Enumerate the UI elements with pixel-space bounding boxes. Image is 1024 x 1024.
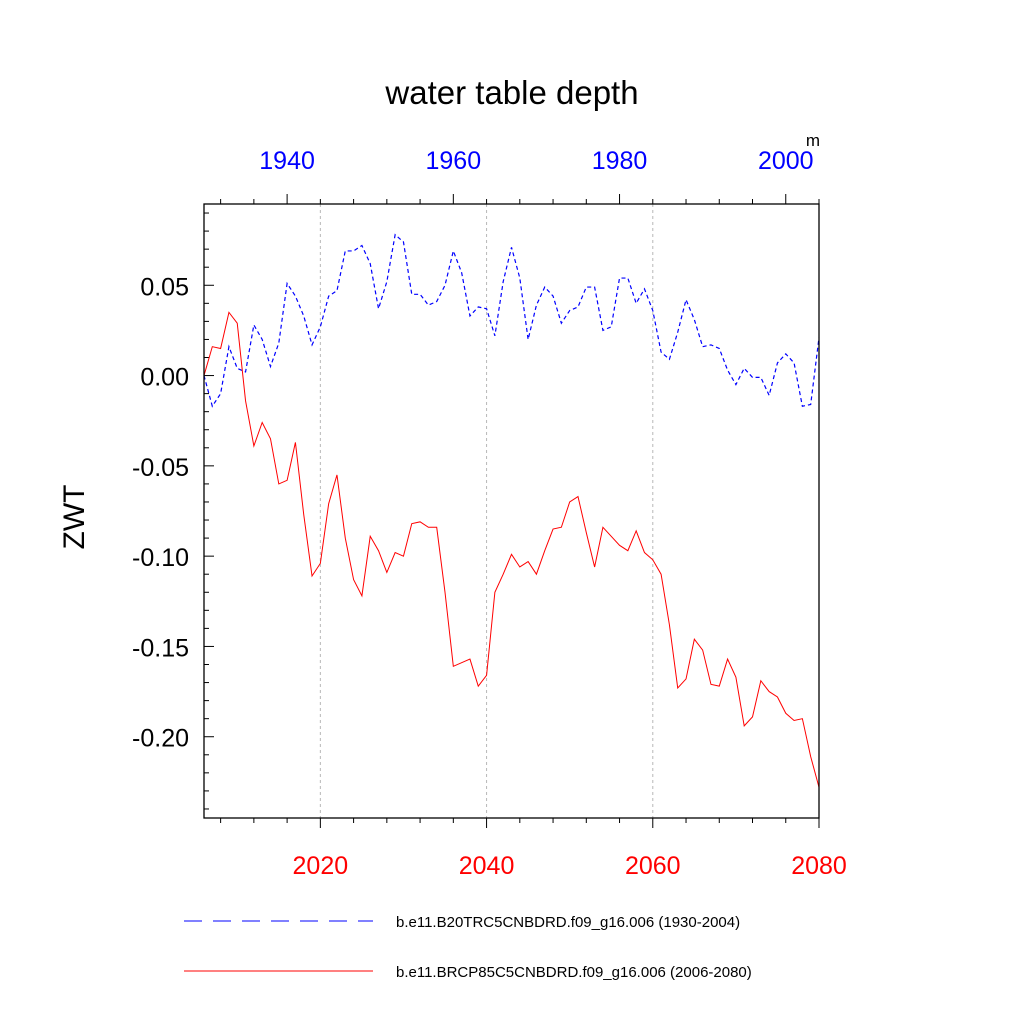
top-tick-label: 1980 <box>592 147 648 175</box>
y-tick-label: -0.20 <box>132 725 189 753</box>
y-axis-label: ZWT <box>58 485 91 550</box>
historical-series-line <box>203 233 820 408</box>
legend: b.e11.B20TRC5CNBDRD.f09_g16.006 (1930-20… <box>184 914 752 981</box>
bottom-tick-label: 2080 <box>791 852 847 880</box>
projection-series-line <box>203 311 820 788</box>
y-tick-label: 0.05 <box>140 273 189 301</box>
y-tick-label: -0.15 <box>132 634 189 662</box>
bottom-tick-label: 2060 <box>625 852 681 880</box>
top-tick-label: 1960 <box>426 147 482 175</box>
minor-ticks <box>204 194 820 828</box>
y-tick-label: 0.00 <box>140 364 189 392</box>
legend-label: b.e11.B20TRC5CNBDRD.f09_g16.006 (1930-20… <box>396 914 740 931</box>
axis-labels: 0.05 0.00 -0.05 -0.10 -0.15 -0.20 2020 2040 2060… <box>132 147 847 880</box>
chart-title: water table depth <box>384 74 638 111</box>
top-tick-label: 1940 <box>259 147 315 175</box>
grid-lines <box>319 204 654 818</box>
plot-frame <box>203 203 820 819</box>
bottom-tick-label: 2020 <box>293 852 349 880</box>
units-label: m <box>806 131 820 150</box>
legend-label: b.e11.BRCP85C5CNBDRD.f09_g16.006 (2006-2… <box>396 964 752 981</box>
y-tick-label: -0.05 <box>132 454 189 482</box>
top-tick-label: 2000 <box>758 147 814 175</box>
series-layer <box>203 233 820 788</box>
bottom-tick-label: 2040 <box>459 852 515 880</box>
y-tick-label: -0.10 <box>132 544 189 572</box>
